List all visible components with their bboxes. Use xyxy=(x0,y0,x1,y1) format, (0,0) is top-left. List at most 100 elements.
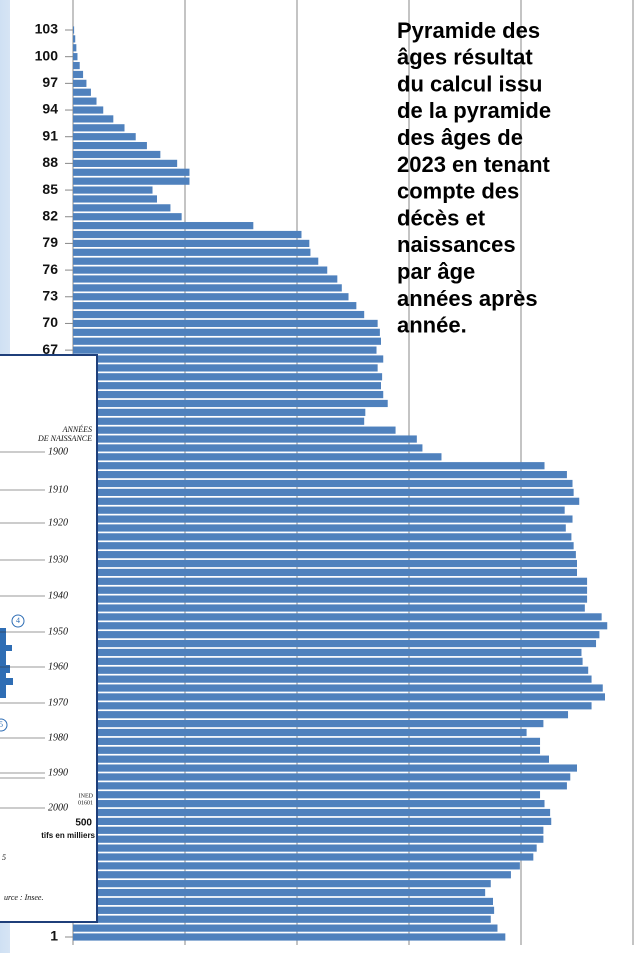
bar xyxy=(73,933,506,941)
y-tick-label: 70 xyxy=(42,314,58,330)
inset-heading: DE NAISSANCE xyxy=(37,434,92,443)
bar xyxy=(73,844,537,852)
annotation-line: décès et xyxy=(397,205,486,230)
y-tick-label: 97 xyxy=(42,74,58,90)
bar xyxy=(73,862,520,870)
bar xyxy=(73,293,349,301)
bar xyxy=(73,586,588,594)
bar xyxy=(73,542,574,550)
bar xyxy=(73,115,114,123)
inset-year-label: 2000 xyxy=(48,802,68,813)
bar xyxy=(73,515,573,523)
bar xyxy=(73,471,567,479)
bar xyxy=(73,266,328,274)
inset-pyramid xyxy=(0,665,10,673)
bar xyxy=(73,488,574,496)
bar xyxy=(73,257,319,265)
bar xyxy=(73,613,602,621)
bar xyxy=(73,888,486,897)
annotation-line: année. xyxy=(397,313,467,338)
bar xyxy=(73,346,377,354)
inset-source: urce : Insee. xyxy=(4,893,43,902)
bar xyxy=(73,319,378,328)
bar xyxy=(73,711,569,719)
bar xyxy=(73,924,498,932)
annotation-line: naissances xyxy=(397,232,516,257)
inset-marker-circle xyxy=(11,614,25,628)
inset-pyramid xyxy=(0,628,6,698)
bar xyxy=(73,559,577,568)
bar xyxy=(73,479,573,488)
y-tick-label: 76 xyxy=(42,261,58,277)
inset-code: 01601 xyxy=(78,800,93,806)
bar xyxy=(73,97,97,105)
inset-heading: ANNÉES xyxy=(62,424,92,434)
inset-year-label: 1930 xyxy=(48,554,68,565)
bar xyxy=(73,702,592,710)
annotation-line: âges résultat xyxy=(397,45,533,70)
bar xyxy=(73,408,366,416)
annotation-line: 2023 en tenant xyxy=(397,152,551,177)
y-tick-label: 85 xyxy=(42,181,58,197)
bar xyxy=(73,168,190,176)
annotation-line: des âges de xyxy=(397,125,523,150)
bar xyxy=(73,426,396,434)
bar xyxy=(73,79,87,87)
bar xyxy=(73,622,608,630)
bar xyxy=(73,417,365,425)
bar xyxy=(73,595,588,603)
bar xyxy=(73,435,417,443)
inset-year-label: 1990 xyxy=(48,767,68,778)
bar xyxy=(73,746,541,754)
annotation-line: de la pyramide xyxy=(397,98,551,123)
bar xyxy=(73,230,302,239)
bar xyxy=(73,61,80,70)
inset-marker-circle xyxy=(0,718,8,732)
bars xyxy=(73,26,608,941)
bar xyxy=(73,817,552,826)
bar xyxy=(73,719,544,728)
inset-pyramid xyxy=(0,645,12,651)
bar xyxy=(73,399,388,408)
y-tick-label: 91 xyxy=(42,127,58,143)
bar xyxy=(73,355,384,363)
inset-unit: tifs en milliers xyxy=(41,831,95,840)
inset-note: 5 xyxy=(2,853,6,862)
bar xyxy=(73,337,381,345)
bar xyxy=(73,871,511,879)
bar xyxy=(73,328,380,336)
bar xyxy=(73,657,583,665)
y-tick-labels: 1 67 70 73 76 79 82 85 88 91 94 97 100 103 xyxy=(35,21,73,944)
y-tick-label: 88 xyxy=(42,154,58,170)
inset-year-label: 1950 xyxy=(48,626,68,637)
bar xyxy=(73,275,338,283)
y-tick-label: 1 xyxy=(50,928,58,944)
bar xyxy=(73,648,582,657)
annotation-line: compte des xyxy=(397,179,519,204)
inset-code: INED xyxy=(79,793,94,799)
bar xyxy=(73,826,544,834)
bar xyxy=(73,808,551,817)
bar xyxy=(73,880,491,888)
bar xyxy=(73,897,493,906)
y-tick-label: 103 xyxy=(35,21,59,37)
inset-frame xyxy=(0,354,98,923)
bar xyxy=(73,684,603,692)
bar xyxy=(73,302,357,310)
bar xyxy=(73,453,442,461)
bar xyxy=(73,213,182,221)
bar xyxy=(73,639,597,648)
bar xyxy=(73,26,75,34)
inset-year-label: 1900 xyxy=(48,446,68,457)
bar xyxy=(73,524,566,532)
bar xyxy=(73,373,383,381)
bar xyxy=(73,533,572,541)
bar xyxy=(73,70,84,79)
y-tick-label: 100 xyxy=(35,47,59,63)
bar xyxy=(73,462,545,470)
bar xyxy=(73,124,125,132)
bar xyxy=(73,310,365,319)
inset-year-label: 1920 xyxy=(48,517,68,528)
